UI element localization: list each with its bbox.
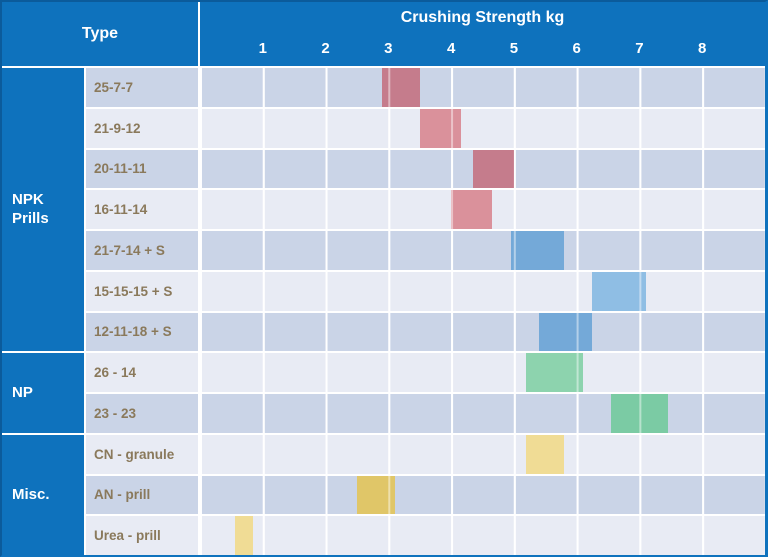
- row-label: 20-11-11: [86, 149, 198, 189]
- axis-tick: 2: [321, 40, 330, 57]
- row-label: 26 - 14: [86, 353, 198, 392]
- axis-tick: 6: [572, 40, 581, 57]
- chart-row: [200, 353, 765, 392]
- chart-body: NPK Prills NP Misc. 25-7-7 21-9-12 20-11…: [2, 68, 765, 555]
- group-cell-misc: Misc.: [2, 434, 84, 555]
- range-bar: [539, 312, 593, 352]
- chart-row: [200, 516, 765, 555]
- range-bar: [526, 353, 583, 392]
- range-bar: [356, 475, 395, 515]
- range-bar: [510, 231, 565, 270]
- row-label: CN - granule: [86, 434, 198, 474]
- chart-row: [200, 68, 765, 107]
- range-bar: [611, 394, 668, 433]
- row-label: 21-9-12: [86, 108, 198, 148]
- chart-row: [200, 231, 765, 270]
- row-label: Urea - prill: [86, 516, 198, 555]
- type-label: Type: [81, 25, 119, 42]
- group-cell-npk-prills: NPK Prills: [2, 68, 84, 352]
- range-bar: [473, 149, 514, 189]
- row-label: AN - prill: [86, 475, 198, 515]
- chart-row: [200, 271, 765, 311]
- row-label: 12-11-18 + S: [86, 312, 198, 352]
- chart-row: [200, 312, 765, 352]
- range-bar: [592, 271, 646, 311]
- chart-row: [200, 475, 765, 515]
- row-label: 15-15-15 + S: [86, 271, 198, 311]
- group-cell-np: NP: [2, 353, 84, 433]
- range-bar: [526, 434, 565, 474]
- axis-tick: 3: [384, 40, 393, 57]
- chart-row: [200, 434, 765, 474]
- range-bar: [451, 190, 492, 229]
- axis-title: Crushing Strength kg: [400, 9, 565, 26]
- axis-tick: 1: [258, 40, 267, 57]
- chart-header: Type Crushing Strength kg 1 2 3 4 5 6 7 8: [2, 2, 765, 66]
- axis-tick-row: 1 2 3 4 5 6 7 8: [200, 34, 765, 66]
- chart-row: [200, 394, 765, 433]
- axis-tick: 7: [635, 40, 644, 57]
- axis-tick: 4: [446, 40, 456, 57]
- row-label: 16-11-14: [86, 190, 198, 229]
- chart-row: [200, 190, 765, 229]
- axis-tick: 5: [509, 40, 519, 57]
- row-label: 21-7-14 + S: [86, 231, 198, 270]
- range-bar: [234, 516, 254, 555]
- row-label: 23 - 23: [86, 394, 198, 433]
- range-bar: [419, 108, 461, 148]
- type-column-header: Type: [2, 2, 198, 66]
- chart-row: [200, 108, 765, 148]
- range-bar: [382, 68, 420, 107]
- chart-row: [200, 149, 765, 189]
- row-label: 25-7-7: [86, 68, 198, 107]
- axis-header: Crushing Strength kg 1 2 3 4 5 6 7 8: [200, 2, 765, 66]
- axis-tick: 8: [698, 40, 707, 57]
